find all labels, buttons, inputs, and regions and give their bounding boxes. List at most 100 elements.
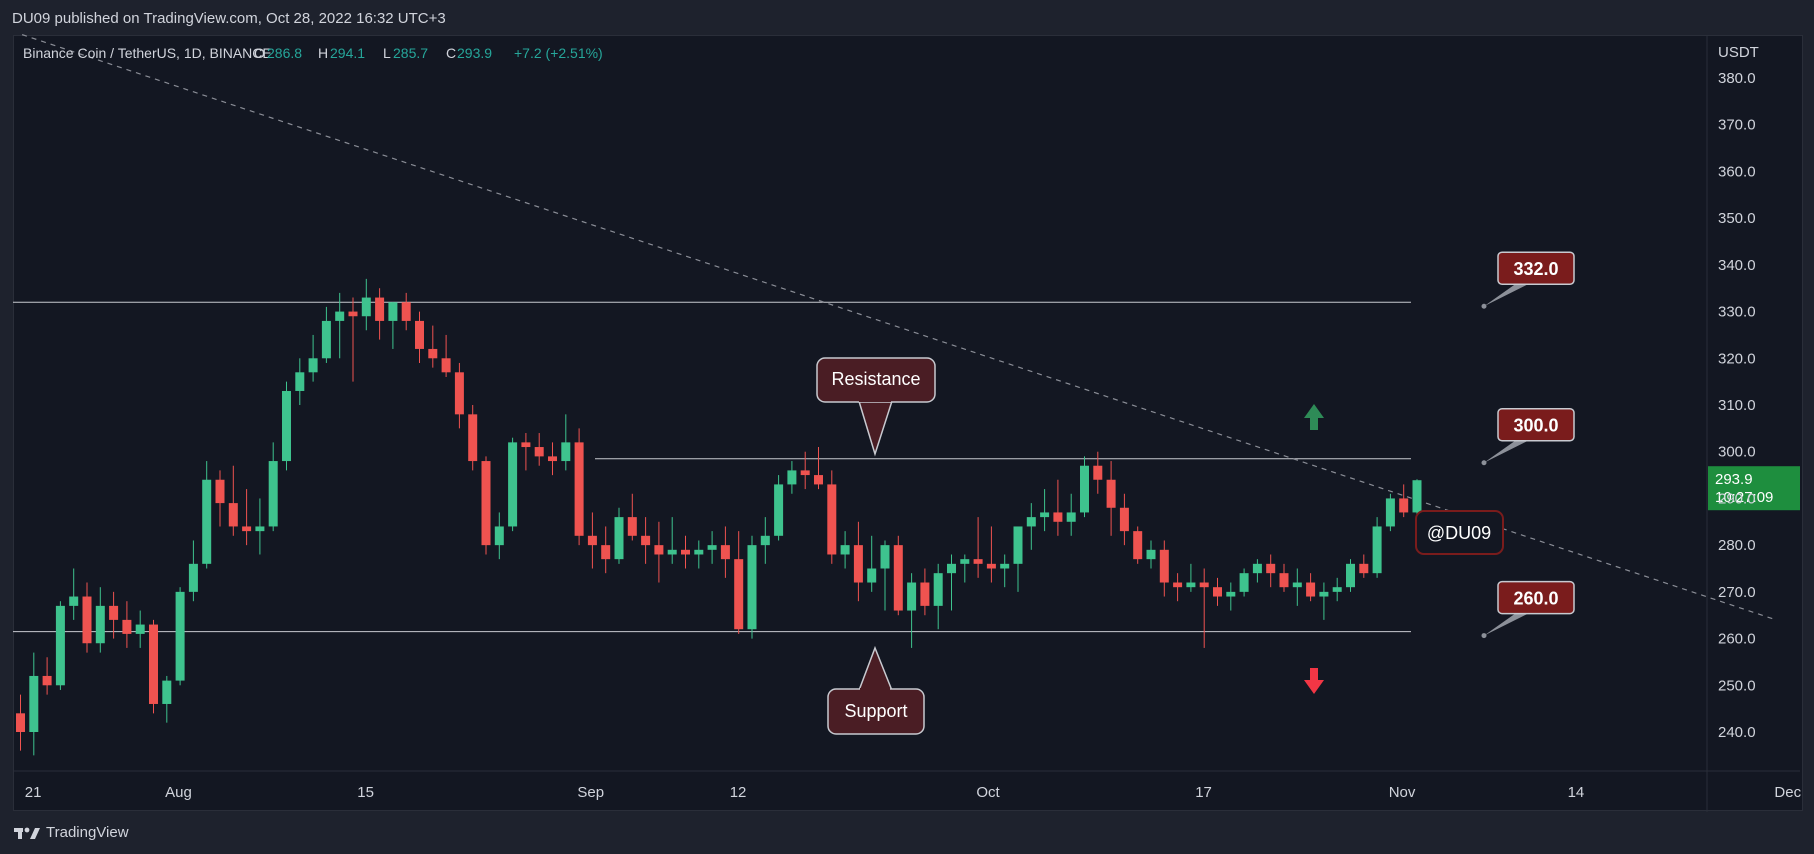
candle-body[interactable] (1093, 465, 1103, 480)
candle-body[interactable] (973, 559, 983, 564)
candle-body[interactable] (1106, 479, 1116, 508)
candle-body[interactable] (202, 479, 212, 564)
candle-body[interactable] (827, 484, 837, 555)
descending-trendline[interactable] (21, 34, 1777, 621)
candle-body[interactable] (1000, 563, 1010, 569)
candle-body[interactable] (814, 475, 823, 485)
candle-body[interactable] (853, 545, 863, 583)
candle-body[interactable] (707, 545, 717, 550)
candle-body[interactable] (1279, 573, 1289, 588)
candle-body[interactable] (29, 675, 39, 732)
candle-body[interactable] (135, 624, 145, 634)
candle-body[interactable] (428, 348, 438, 359)
candle-body[interactable] (787, 470, 797, 485)
candle-body[interactable] (960, 559, 970, 564)
candle-body[interactable] (1026, 517, 1036, 527)
candle-body[interactable] (335, 311, 345, 321)
candle-body[interactable] (1226, 591, 1236, 597)
candle-body[interactable] (667, 549, 677, 555)
candle-body[interactable] (1252, 563, 1262, 574)
candle-body[interactable] (1239, 573, 1249, 592)
candle-body[interactable] (361, 297, 371, 317)
candle-body[interactable] (614, 517, 624, 560)
candle-body[interactable] (694, 549, 704, 555)
candle-body[interactable] (1066, 512, 1076, 522)
candle-body[interactable] (1080, 465, 1089, 513)
candle-body[interactable] (681, 549, 690, 555)
candle-body[interactable] (175, 591, 185, 681)
candle-body[interactable] (1159, 549, 1169, 583)
candle-body[interactable] (654, 545, 664, 555)
candle-body[interactable] (1266, 563, 1276, 574)
candlestick-chart[interactable]: 332.0 300.0 260.0 Resistance Support @DU09 293… (0, 0, 1814, 812)
candle-body[interactable] (321, 320, 331, 359)
candle-body[interactable] (242, 526, 252, 532)
candle-body[interactable] (308, 358, 318, 373)
candle-body[interactable] (1053, 512, 1063, 522)
candle-body[interactable] (282, 390, 291, 462)
candle-body[interactable] (534, 447, 544, 457)
candle-body[interactable] (401, 302, 411, 321)
candle-body[interactable] (1173, 582, 1183, 588)
candle-body[interactable] (1199, 582, 1209, 588)
candle-body[interactable] (774, 484, 784, 536)
candle-body[interactable] (760, 535, 770, 546)
candle-body[interactable] (1359, 563, 1369, 574)
candle-body[interactable] (268, 461, 278, 527)
candle-body[interactable] (548, 456, 557, 462)
candle-body[interactable] (920, 582, 930, 606)
candle-body[interactable] (255, 526, 265, 532)
candle-body[interactable] (986, 563, 996, 569)
candle-body[interactable] (508, 442, 518, 527)
candle-body[interactable] (55, 605, 65, 686)
candle-body[interactable] (1040, 512, 1050, 518)
candle-body[interactable] (69, 596, 79, 606)
candle-body[interactable] (1372, 526, 1382, 574)
candle-body[interactable] (1332, 587, 1342, 592)
candle-body[interactable] (109, 605, 119, 620)
price-level-label-box[interactable] (1497, 580, 1575, 615)
candle-body[interactable] (481, 461, 491, 546)
candle-body[interactable] (893, 545, 903, 611)
candle-body[interactable] (1146, 549, 1156, 560)
candle-body[interactable] (388, 302, 398, 321)
candle-body[interactable] (1346, 563, 1355, 588)
candle-body[interactable] (454, 372, 464, 415)
candle-body[interactable] (1385, 498, 1395, 527)
candle-body[interactable] (907, 582, 917, 611)
candle-body[interactable] (587, 535, 597, 546)
candle-body[interactable] (1292, 582, 1302, 588)
candle-body[interactable] (16, 713, 25, 732)
candle-body[interactable] (375, 297, 385, 321)
candle-body[interactable] (95, 605, 105, 644)
candle-body[interactable] (867, 568, 877, 583)
candle-body[interactable] (880, 545, 890, 569)
candle-body[interactable] (1412, 480, 1422, 513)
candle-body[interactable] (641, 535, 651, 546)
candle-body[interactable] (574, 442, 584, 536)
candle-body[interactable] (122, 619, 132, 634)
price-level-label-box[interactable] (1497, 407, 1575, 442)
price-level-label-box[interactable] (1497, 251, 1575, 285)
candle-body[interactable] (1133, 531, 1143, 560)
candle-body[interactable] (162, 680, 172, 704)
candle-body[interactable] (295, 372, 305, 391)
candle-body[interactable] (840, 545, 850, 555)
candle-body[interactable] (800, 470, 810, 476)
candle-body[interactable] (561, 442, 571, 462)
tradingview-brand[interactable]: TradingView (14, 824, 129, 841)
candle-body[interactable] (1399, 498, 1409, 513)
candle-body[interactable] (415, 320, 424, 349)
candle-body[interactable] (215, 479, 225, 504)
candle-body[interactable] (521, 442, 531, 448)
candle-body[interactable] (627, 517, 637, 536)
candle-body[interactable] (1319, 591, 1329, 597)
candle-body[interactable] (188, 563, 198, 592)
candle-body[interactable] (468, 414, 478, 462)
candle-body[interactable] (1013, 526, 1023, 564)
candle-body[interactable] (747, 545, 757, 630)
candle-body[interactable] (933, 573, 943, 606)
candle-body[interactable] (348, 311, 358, 317)
candle-body[interactable] (494, 526, 504, 546)
candle-body[interactable] (82, 596, 92, 644)
